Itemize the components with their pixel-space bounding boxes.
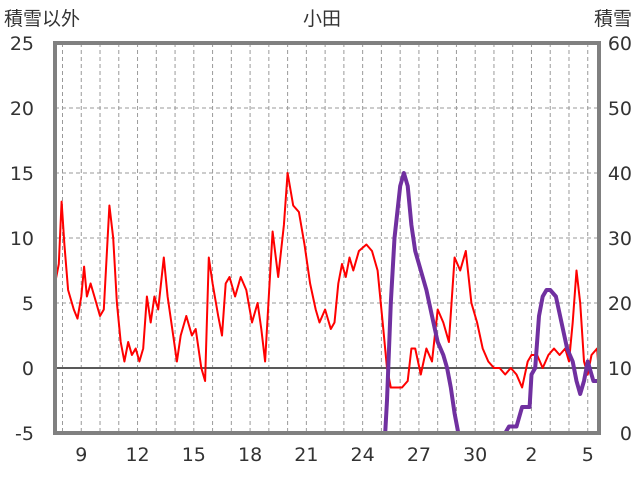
right-tick-label: 30: [608, 228, 632, 250]
left-tick-label: 5: [22, 293, 34, 315]
x-tick-label: 5: [582, 444, 594, 466]
left-tick-label: 25: [10, 33, 34, 55]
left-axis-title: 積雪以外: [4, 8, 80, 30]
right-tick-label: 50: [608, 98, 632, 120]
right-tick-label: 40: [608, 163, 632, 185]
x-tick-label: 12: [125, 444, 149, 466]
left-tick-label: -5: [15, 423, 34, 445]
right-axis-title: 積雪: [594, 8, 632, 30]
x-tick-label: 24: [351, 444, 375, 466]
grid-lines: [55, 43, 599, 433]
left-axis-ticks: 25 20 15 10 5 0 -5: [10, 33, 34, 445]
right-tick-label: 20: [608, 293, 632, 315]
x-tick-label: 2: [525, 444, 537, 466]
left-tick-label: 20: [10, 98, 34, 120]
x-tick-label: 30: [463, 444, 487, 466]
left-tick-label: 15: [10, 163, 34, 185]
x-axis-ticks: 9 12 15 18 21 24 27 30 2 5: [75, 444, 594, 466]
left-tick-label: 0: [22, 358, 34, 380]
plot-area-frame: [53, 41, 601, 435]
series-lines: [53, 171, 601, 435]
right-tick-label: 0: [620, 423, 632, 445]
chart-title: 小田: [303, 8, 341, 30]
series-line-other: [54, 172, 600, 389]
right-tick-label: 60: [608, 33, 632, 55]
x-tick-label: 15: [182, 444, 206, 466]
x-tick-label: 9: [75, 444, 87, 466]
x-tick-label: 27: [407, 444, 431, 466]
right-tick-label: 10: [608, 358, 632, 380]
right-axis-ticks: 60 50 40 30 20 10 0: [608, 33, 632, 445]
x-tick-label: 18: [238, 444, 262, 466]
series-line-snow: [53, 171, 601, 435]
left-tick-label: 10: [10, 228, 34, 250]
x-tick-label: 21: [294, 444, 318, 466]
